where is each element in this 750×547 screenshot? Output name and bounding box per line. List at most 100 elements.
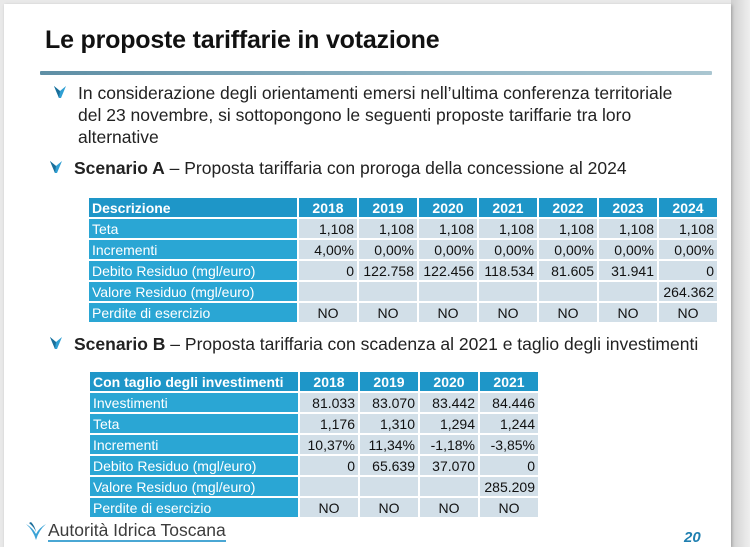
table-row: Perdite di esercizio NO NO NO NO (88, 496, 540, 519)
table-cell: 1,108 (597, 217, 659, 240)
table-cell: 1,176 (298, 412, 360, 435)
row-label: Debito Residuo (mgl/euro) (87, 259, 299, 282)
table-cell: NO (357, 301, 419, 324)
table-cell: 4,00% (297, 238, 359, 261)
row-label: Valore Residuo (mgl/euro) (88, 475, 300, 498)
scenario-a-bullet: Scenario A – Proposta tariffaria con pro… (50, 157, 627, 179)
row-label: Teta (87, 217, 299, 240)
table-cell: -1,18% (418, 433, 480, 456)
column-header-description: Descrizione (87, 196, 299, 219)
table-cell: 1,108 (357, 217, 419, 240)
water-drop-logo-icon (26, 522, 46, 540)
table-cell: 122.456 (417, 259, 479, 282)
table-cell: 0 (298, 454, 360, 477)
column-header-description: Con taglio degli investimenti (88, 370, 300, 393)
scenario-a-text: – Proposta tariffaria con proroga della … (164, 158, 627, 178)
row-label: Valore Residuo (mgl/euro) (87, 280, 299, 303)
table-cell: 1,108 (417, 217, 479, 240)
row-label: Incrementi (87, 238, 299, 261)
table-cell: 0 (297, 259, 359, 282)
scenario-b-label: Scenario B (74, 334, 166, 354)
table-cell (477, 280, 539, 303)
column-header-year: 2019 (357, 196, 419, 219)
table-cell: 31.941 (597, 259, 659, 282)
table-cell: 81.605 (537, 259, 599, 282)
table-cell: 0,00% (357, 238, 419, 261)
row-label: Perdite di esercizio (88, 496, 300, 519)
table-cell (297, 280, 359, 303)
table-cell: 83.070 (358, 391, 420, 414)
table-header-row: Descrizione 2018 2019 2020 2021 2022 202… (87, 196, 719, 219)
table-cell: 122.758 (357, 259, 419, 282)
table-cell: 81.033 (298, 391, 360, 414)
table-cell: NO (358, 496, 420, 519)
table-row: Debito Residuo (mgl/euro) 0 65.639 37.07… (88, 454, 540, 477)
scenario-a-table: Descrizione 2018 2019 2020 2021 2022 202… (87, 196, 719, 324)
table-cell: 0,00% (597, 238, 659, 261)
table-cell: 1,310 (358, 412, 420, 435)
table-cell: 37.070 (418, 454, 480, 477)
table-row: Incrementi 10,37% 11,34% -1,18% -3,85% (88, 433, 540, 456)
table-cell: -3,85% (478, 433, 540, 456)
table-cell: 84.446 (478, 391, 540, 414)
table-cell (418, 475, 480, 498)
table-cell: NO (418, 496, 480, 519)
table-cell: NO (417, 301, 479, 324)
table-cell: 1,244 (478, 412, 540, 435)
table-cell (417, 280, 479, 303)
table-row: Teta 1,176 1,310 1,294 1,244 (88, 412, 540, 435)
row-label: Teta (88, 412, 300, 435)
intro-bullet: In considerazione degli orientamenti eme… (54, 82, 678, 148)
row-label: Investimenti (88, 391, 300, 414)
slide-title: Le proposte tariffarie in votazione (45, 26, 440, 54)
table-cell (298, 475, 360, 498)
slide-edge-shadow (731, 0, 750, 547)
table-cell: 0 (657, 259, 719, 282)
table-cell: NO (657, 301, 719, 324)
table-cell: NO (297, 301, 359, 324)
table-cell: NO (537, 301, 599, 324)
bullet-icon (50, 337, 62, 349)
table-cell: 1,294 (418, 412, 480, 435)
page-number: 20 (684, 529, 701, 546)
table-cell: 10,37% (298, 433, 360, 456)
row-label: Debito Residuo (mgl/euro) (88, 454, 300, 477)
row-label: Incrementi (88, 433, 300, 456)
column-header-year: 2019 (358, 370, 420, 393)
column-header-year: 2021 (478, 370, 540, 393)
table-row: Valore Residuo (mgl/euro) 285.209 (88, 475, 540, 498)
table-cell: NO (477, 301, 539, 324)
bullet-icon (50, 161, 62, 173)
table-header-row: Con taglio degli investimenti 2018 2019 … (88, 370, 540, 393)
table-cell: 1,108 (537, 217, 599, 240)
scenario-b-bullet: Scenario B – Proposta tariffaria con sca… (50, 333, 699, 355)
column-header-year: 2021 (477, 196, 539, 219)
table-cell: 11,34% (358, 433, 420, 456)
row-label: Perdite di esercizio (87, 301, 299, 324)
table-row: Incrementi 4,00% 0,00% 0,00% 0,00% 0,00%… (87, 238, 719, 261)
table-cell: 1,108 (297, 217, 359, 240)
scenario-b-text: – Proposta tariffaria con scadenza al 20… (165, 334, 699, 354)
column-header-year: 2018 (298, 370, 360, 393)
table-cell (597, 280, 659, 303)
table-cell: 0,00% (657, 238, 719, 261)
table-cell: 285.209 (478, 475, 540, 498)
table-cell: 118.534 (477, 259, 539, 282)
column-header-year: 2020 (417, 196, 479, 219)
table-cell: 0,00% (537, 238, 599, 261)
table-row: Investimenti 81.033 83.070 83.442 84.446 (88, 391, 540, 414)
table-row: Debito Residuo (mgl/euro) 0 122.758 122.… (87, 259, 719, 282)
column-header-year: 2018 (297, 196, 359, 219)
table-row: Teta 1,108 1,108 1,108 1,108 1,108 1,108… (87, 217, 719, 240)
bullet-icon (54, 86, 66, 98)
table-cell: 1,108 (477, 217, 539, 240)
table-cell (358, 475, 420, 498)
title-divider (40, 71, 712, 75)
column-header-year: 2024 (657, 196, 719, 219)
table-cell: NO (298, 496, 360, 519)
table-cell: 0,00% (477, 238, 539, 261)
table-cell: 65.639 (358, 454, 420, 477)
authority-logo: Autorità Idrica Toscana (25, 518, 226, 544)
table-cell: 0,00% (417, 238, 479, 261)
column-header-year: 2020 (418, 370, 480, 393)
